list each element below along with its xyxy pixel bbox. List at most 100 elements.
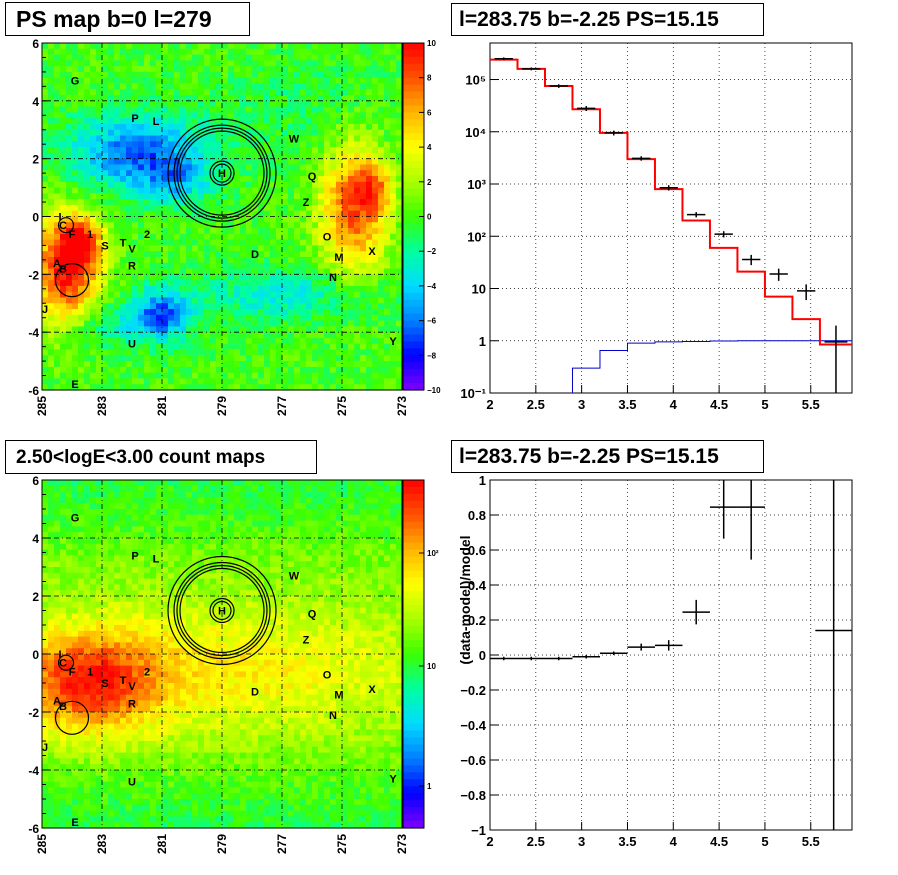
y-tick-label: 0.4 [468,578,487,593]
colorbar-cell [403,299,424,308]
y-tick-label: 0.6 [468,543,486,558]
x-tick-label: 275 [335,834,349,854]
source-label: X [368,684,376,696]
x-tick-label: 273 [395,396,409,416]
source-label: H [218,168,226,180]
map-grid [41,479,403,829]
colorbar-cell [403,772,424,780]
colorbar-cell [403,486,424,495]
colorbar-label: 6 [427,108,432,117]
source-label: P [131,550,138,562]
colorbar-cell [403,800,424,808]
colorbar-cell [403,348,424,356]
colorbar-cell [403,584,424,592]
colorbar-cell [403,376,424,384]
y-tick-label: −0.4 [460,718,486,733]
source-circle [173,561,271,660]
y-tick-label: -4 [28,764,39,778]
y-tick-label: 1 [479,334,486,349]
source-label: O [323,232,332,244]
colorbar-cell [403,160,424,169]
colorbar-cell [403,660,424,669]
colorbar-label: −4 [427,282,437,291]
x-tick-label: 4 [670,397,678,412]
x-tick-label: 2 [486,834,493,849]
source-label: D [251,249,259,261]
x-tick-label: 3 [578,397,585,412]
colorbar-cell [403,383,424,391]
colorbar-cell [403,285,424,294]
y-tick-label: −0.2 [460,683,486,698]
source-label: B [59,701,67,713]
source-label: F [69,229,76,241]
colorbar-cell [403,112,424,120]
colorbar-cell [403,181,424,190]
source-label: D [251,687,259,699]
colorbar-label: −10 [427,386,441,395]
colorbar-cell [403,779,424,787]
colorbar-cell [403,507,424,516]
source-label: I [58,649,61,661]
source-label: M [334,690,343,702]
colorbar-frame [402,479,425,829]
y-tick-label: 2 [32,153,39,167]
x-tick-label: 283 [95,396,109,416]
y-tick-label: 10⁻¹ [460,386,486,401]
y-tick-label: 0.8 [468,508,486,523]
colorbar-cell [403,77,424,86]
source-label: N [329,272,337,284]
colorbar-label: −2 [427,247,437,256]
colorbar-cell [403,528,424,537]
x-tick-label: 279 [215,396,229,416]
count-map-title: 2.50<logE<3.00 count maps [5,440,317,474]
colorbar-cell [403,341,424,349]
source-label: S [101,240,108,252]
source-circle [176,564,268,657]
colorbar-label: 10² [427,549,439,558]
colorbar-cell [403,209,424,218]
colorbar-cell [403,355,424,363]
colorbar-cell [403,535,424,544]
x-tick-label: 277 [275,834,289,854]
colorbar-cell [403,126,424,134]
colorbar-cell [403,695,424,704]
y-tick-label: 4 [32,95,39,109]
source-label: G [71,513,80,525]
colorbar-cell [403,751,424,759]
source-circle [212,163,232,183]
x-tick-label: 3 [578,834,585,849]
colorbar-label: 10 [427,39,436,48]
x-tick-label: 277 [275,396,289,416]
colorbar-cell [403,278,424,287]
colorbar-cell [403,814,424,822]
colorbar-cell [403,202,424,211]
source-label: E [71,379,78,391]
colorbar-cell [403,821,424,829]
y-tick-label: -4 [28,326,39,340]
y-tick-label: -2 [28,268,39,282]
colorbar-cell [403,619,424,627]
y-tick-label: 10⁵ [465,73,486,88]
colorbar-cell [403,737,424,746]
colorbar-cell [403,320,424,329]
source-label: C [59,220,67,232]
colorbar-cell [403,702,424,711]
source-label: T [120,238,127,250]
colorbar-cell [403,480,424,488]
y-tick-label: 4 [32,532,39,546]
source-circle [179,567,265,654]
source-label: 1 [87,229,93,241]
x-tick-label: 4 [670,834,678,849]
source-label: J [42,742,48,754]
colorbar-cell [403,647,424,655]
source-circle [54,700,90,735]
y-tick-label: 0 [479,648,486,663]
source-label: T [120,675,127,687]
y-tick-label: 1 [479,473,486,488]
colorbar-cell [403,563,424,572]
x-tick-label: 5 [761,834,768,849]
source-circle [179,130,265,216]
colorbar-cell [403,334,424,343]
count-map-panel: 285 283 281 279 277 275 273 6 4 2 0 -2 -4 -6 G P L W Q Z ICF… [28,474,439,854]
